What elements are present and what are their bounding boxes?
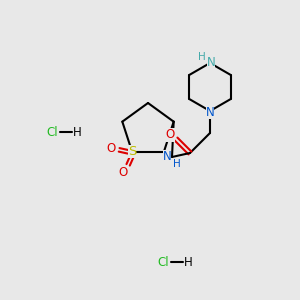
Text: H: H bbox=[198, 52, 206, 62]
Text: H: H bbox=[173, 159, 181, 169]
Text: Cl: Cl bbox=[46, 125, 58, 139]
Text: O: O bbox=[106, 142, 116, 155]
Text: S: S bbox=[128, 145, 136, 158]
Text: N: N bbox=[163, 151, 171, 164]
Text: H: H bbox=[73, 125, 81, 139]
Text: O: O bbox=[165, 128, 175, 142]
Text: H: H bbox=[184, 256, 192, 268]
Text: Cl: Cl bbox=[157, 256, 169, 268]
Text: N: N bbox=[206, 106, 214, 118]
Text: O: O bbox=[118, 166, 128, 179]
Text: N: N bbox=[207, 56, 215, 68]
